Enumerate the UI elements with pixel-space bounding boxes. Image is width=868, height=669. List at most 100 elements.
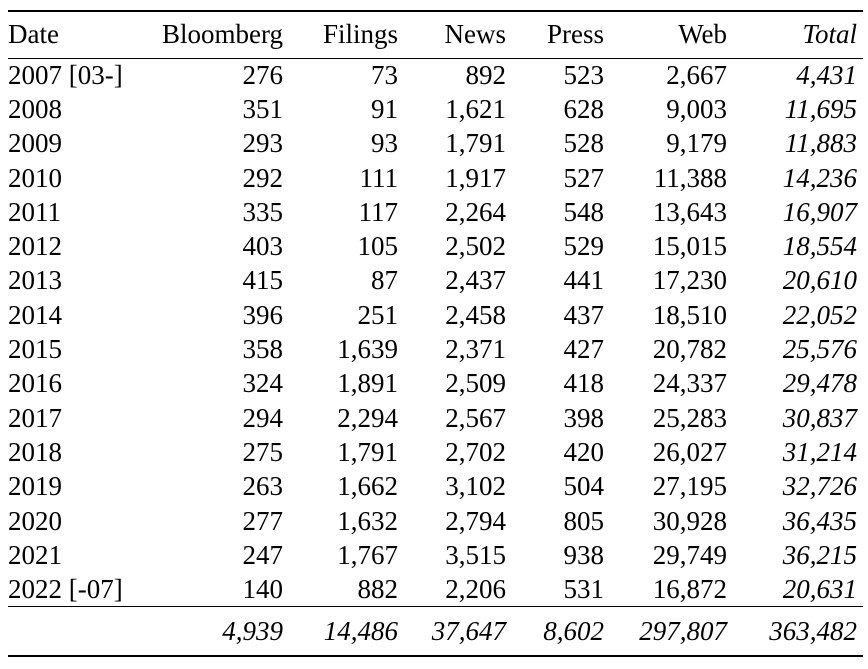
cell-news: 2,509 xyxy=(445,368,506,399)
table-row: 2012 403 105 2,502 529 15,015 18,554 xyxy=(8,229,863,263)
cell-date: 2009 xyxy=(8,128,62,159)
cell-bloomberg: 292 xyxy=(242,162,284,193)
cell-bloomberg: 276 xyxy=(242,59,284,90)
table-row: 2015 358 1,639 2,371 427 20,782 25,576 xyxy=(8,332,863,366)
cell-date: 2018 xyxy=(8,436,62,467)
totals-cell-news: 37,647 xyxy=(398,606,506,656)
cell-total: 20,631 xyxy=(782,573,857,604)
cell-web: 2,667 xyxy=(666,59,727,90)
cell-filings: 91 xyxy=(371,93,398,124)
cell-news: 3,515 xyxy=(445,539,506,570)
cell-press: 938 xyxy=(563,539,605,570)
cell-date: 2012 xyxy=(8,231,62,262)
cell-news: 2,371 xyxy=(445,334,506,365)
cell-filings: 111 xyxy=(359,162,399,193)
cell-date: 2020 xyxy=(8,505,62,536)
cell-total: 36,215 xyxy=(782,539,857,570)
cell-news: 2,264 xyxy=(445,196,506,227)
cell-total: 18,554 xyxy=(782,231,857,262)
cell-filings: 251 xyxy=(357,299,399,330)
cell-web: 11,388 xyxy=(653,162,727,193)
cell-press: 628 xyxy=(563,93,605,124)
cell-press: 418 xyxy=(563,368,605,399)
cell-news: 1,917 xyxy=(445,162,506,193)
cell-filings: 73 xyxy=(371,59,398,90)
cell-bloomberg: 415 xyxy=(242,265,284,296)
cell-press: 437 xyxy=(563,299,605,330)
cell-total: 4,431 xyxy=(796,59,857,90)
cell-total: 30,837 xyxy=(782,402,857,433)
totals-row: 4,939 14,486 37,647 8,602 297,807 363,48… xyxy=(8,606,863,656)
cell-filings: 1,662 xyxy=(337,471,398,502)
cell-bloomberg: 335 xyxy=(242,196,284,227)
cell-filings: 882 xyxy=(357,573,399,604)
data-table: Date Bloomberg Filings News Press Web To… xyxy=(8,10,863,657)
cell-filings: 1,639 xyxy=(337,334,398,365)
cell-press: 427 xyxy=(563,334,605,365)
table-row: 2022 [-07] 140 882 2,206 531 16,872 20,6… xyxy=(8,572,863,606)
cell-press: 527 xyxy=(563,162,605,193)
cell-news: 1,621 xyxy=(445,93,506,124)
cell-total: 36,435 xyxy=(782,505,857,536)
cell-date: 2021 xyxy=(8,539,62,570)
cell-filings: 117 xyxy=(358,196,399,227)
table-row: 2021 247 1,767 3,515 938 29,749 36,215 xyxy=(8,538,863,572)
table-row: 2013 415 87 2,437 441 17,230 20,610 xyxy=(8,264,863,298)
column-header-web: Web xyxy=(604,11,727,59)
table-row: 2010 292 111 1,917 527 11,388 14,236 xyxy=(8,161,863,195)
totals-cell-total: 363,482 xyxy=(727,606,863,656)
cell-date: 2017 xyxy=(8,402,62,433)
table-row: 2017 294 2,294 2,567 398 25,283 30,837 xyxy=(8,401,863,435)
cell-filings: 1,791 xyxy=(337,436,398,467)
table-row: 2014 396 251 2,458 437 18,510 22,052 xyxy=(8,298,863,332)
table-row: 2019 263 1,662 3,102 504 27,195 32,726 xyxy=(8,470,863,504)
cell-total: 32,726 xyxy=(782,471,857,502)
cell-news: 2,567 xyxy=(445,402,506,433)
cell-filings: 1,632 xyxy=(337,505,398,536)
cell-press: 531 xyxy=(563,573,605,604)
cell-press: 548 xyxy=(563,196,605,227)
cell-web: 24,337 xyxy=(652,368,727,399)
cell-web: 13,643 xyxy=(652,196,727,227)
cell-news: 1,791 xyxy=(445,128,506,159)
table-row: 2018 275 1,791 2,702 420 26,027 31,214 xyxy=(8,435,863,469)
table-footer: 4,939 14,486 37,647 8,602 297,807 363,48… xyxy=(8,606,863,656)
cell-bloomberg: 293 xyxy=(242,128,284,159)
cell-news: 892 xyxy=(465,59,507,90)
column-header-press: Press xyxy=(506,11,604,59)
cell-news: 3,102 xyxy=(445,471,506,502)
table-row: 2016 324 1,891 2,509 418 24,337 29,478 xyxy=(8,367,863,401)
cell-total: 11,695 xyxy=(784,93,857,124)
cell-bloomberg: 275 xyxy=(242,436,284,467)
cell-press: 420 xyxy=(563,436,605,467)
cell-bloomberg: 396 xyxy=(242,299,284,330)
cell-filings: 1,891 xyxy=(337,368,398,399)
cell-bloomberg: 247 xyxy=(242,539,284,570)
totals-cell-date xyxy=(8,606,150,656)
cell-web: 17,230 xyxy=(652,265,727,296)
cell-news: 2,702 xyxy=(445,436,506,467)
cell-total: 16,907 xyxy=(782,196,857,227)
cell-date: 2011 xyxy=(8,196,61,227)
cell-date: 2010 xyxy=(8,162,62,193)
cell-date: 2016 xyxy=(8,368,62,399)
cell-date: 2022 [-07] xyxy=(8,573,123,604)
cell-news: 2,206 xyxy=(445,573,506,604)
table-row: 2007 [03-] 276 73 892 523 2,667 4,431 xyxy=(8,58,863,92)
cell-web: 9,003 xyxy=(666,93,727,124)
cell-bloomberg: 277 xyxy=(242,505,284,536)
cell-total: 11,883 xyxy=(784,128,857,159)
cell-news: 2,458 xyxy=(445,299,506,330)
cell-filings: 105 xyxy=(357,231,399,262)
cell-bloomberg: 403 xyxy=(242,231,284,262)
cell-filings: 1,767 xyxy=(337,539,398,570)
cell-date: 2007 [03-] xyxy=(8,59,123,90)
cell-total: 22,052 xyxy=(782,299,857,330)
column-header-bloomberg: Bloomberg xyxy=(150,11,283,59)
cell-web: 29,749 xyxy=(652,539,727,570)
column-header-news: News xyxy=(398,11,506,59)
cell-web: 30,928 xyxy=(652,505,727,536)
table-body: 2007 [03-] 276 73 892 523 2,667 4,431 20… xyxy=(8,58,863,607)
cell-bloomberg: 294 xyxy=(242,402,284,433)
